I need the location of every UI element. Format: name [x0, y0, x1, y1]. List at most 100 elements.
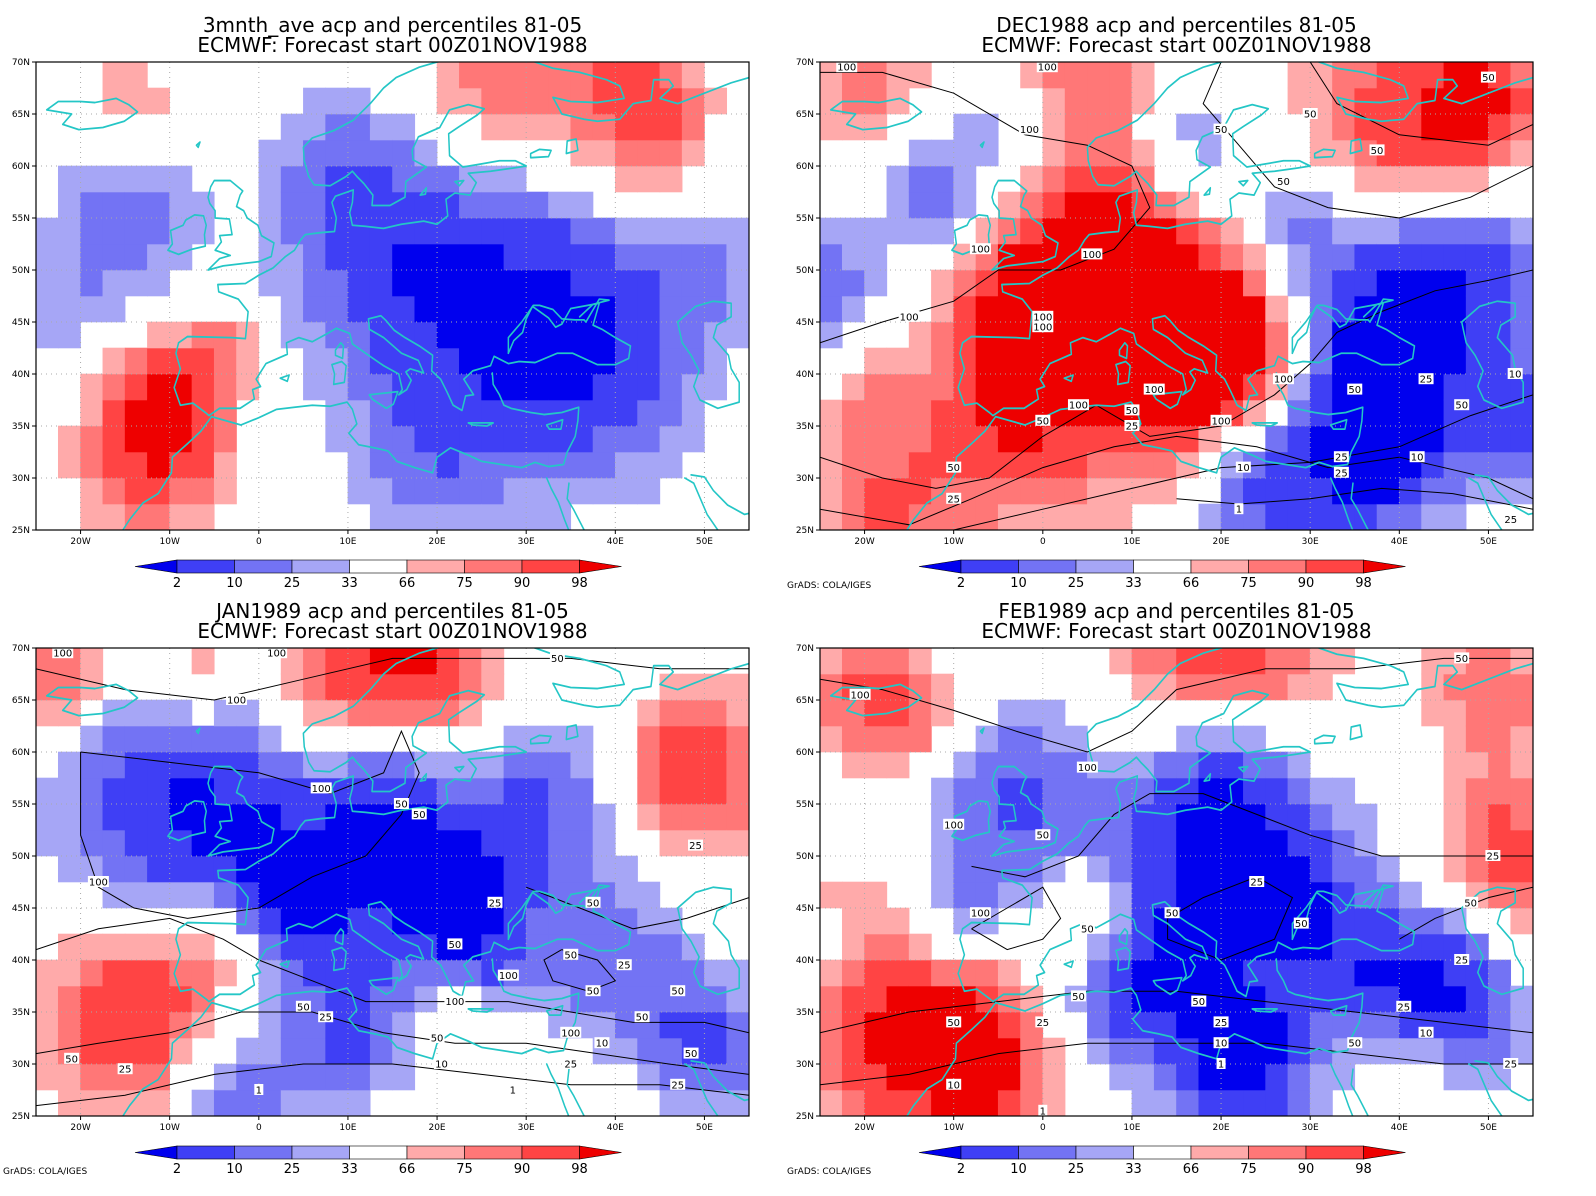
contour-label: 1: [1038, 1104, 1048, 1116]
contour-line: [526, 886, 749, 930]
x-tick-label: 40E: [1391, 537, 1408, 547]
contour-label: 100: [444, 995, 466, 1008]
graticule: [36, 62, 749, 530]
svg-text:100: 100: [1212, 416, 1231, 427]
svg-text:10: 10: [435, 1060, 448, 1071]
colorbar: 2 10 25 33 66 75 90 98: [918, 559, 1406, 591]
contour-label: 25: [1249, 876, 1265, 889]
contour-label: 50: [1454, 652, 1470, 665]
x-tick-label: 0: [256, 1123, 262, 1133]
contour-line: [36, 1063, 749, 1107]
contour-label: 25: [670, 1078, 686, 1091]
svg-text:100: 100: [971, 909, 990, 920]
axis-ticks: 20W 10W 0 10E 20E 30E 40E 50E 70N 65N 60N 55N 50N 45N…: [796, 644, 1498, 1133]
y-tick-label: 40N: [12, 370, 30, 380]
svg-text:25: 25: [564, 1060, 577, 1071]
contour-label: 50: [1191, 995, 1207, 1008]
svg-text:50: 50: [1166, 909, 1179, 920]
svg-text:50: 50: [1072, 992, 1085, 1003]
contour-label: 50: [634, 1011, 650, 1024]
svg-text:50: 50: [297, 1002, 310, 1013]
colorbar: 2 10 25 33 66 75 90 98: [918, 1145, 1406, 1177]
colorbar-segment: [1133, 559, 1192, 574]
colorbar-label: 10: [226, 1162, 243, 1177]
contour-label: 25: [616, 959, 632, 972]
map-frame: [35, 647, 750, 1117]
colorbar-segment: [521, 559, 580, 574]
grads-credit: GrADS: COLA/IGES: [3, 1167, 87, 1177]
contour-label: 100: [497, 969, 519, 982]
contour-line: [36, 1011, 749, 1075]
x-tick-label: 40E: [607, 1123, 624, 1133]
contour-label: 25: [1213, 1016, 1229, 1029]
colorbar-label: 66: [399, 1162, 416, 1177]
colorbar-label: 90: [514, 576, 531, 591]
contour-label: 25: [318, 1011, 334, 1024]
svg-text:50: 50: [1295, 919, 1308, 930]
svg-text:1: 1: [510, 1086, 516, 1097]
contour-label: 25: [1333, 466, 1349, 479]
axis-ticks: 20W 10W 0 10E 20E 30E 40E 50E 70N 65N 60N 55N 50N 45N…: [12, 58, 714, 547]
svg-text:50: 50: [947, 1018, 960, 1029]
colorbar-label: 75: [1240, 576, 1257, 591]
x-tick-label: 10E: [1123, 1123, 1140, 1133]
svg-text:25: 25: [1420, 375, 1433, 386]
contour-label: 50: [683, 1047, 699, 1060]
contour-label: 100: [226, 694, 248, 707]
grads-credit: GrADS: COLA/IGES: [787, 1167, 871, 1177]
colorbar-segment: [960, 559, 1019, 574]
y-tick-label: 60N: [12, 162, 30, 172]
svg-text:100: 100: [445, 997, 464, 1008]
svg-text:50: 50: [1036, 416, 1049, 427]
svg-text:10: 10: [596, 1039, 609, 1050]
svg-text:10: 10: [1237, 463, 1250, 474]
contour-line: [36, 917, 749, 1034]
contour-label: 50: [447, 938, 463, 951]
y-tick-label: 70N: [796, 644, 814, 654]
contour-label: 1: [1216, 1058, 1226, 1071]
contour-label: 100: [1076, 761, 1098, 774]
axis-ticks: 20W 10W 0 10E 20E 30E 40E 50E 70N 65N 60N 55N 50N 45N…: [796, 58, 1498, 547]
svg-text:100: 100: [851, 690, 870, 701]
svg-text:100: 100: [561, 1028, 580, 1039]
colorbar-label: 10: [226, 576, 243, 591]
colorbar-label: 66: [1183, 1162, 1200, 1177]
panel-title: FEB1989 acp and percentiles 81-05: [998, 599, 1354, 623]
contour-label: 100: [1081, 248, 1103, 261]
svg-text:50: 50: [685, 1049, 698, 1060]
contour-label: 25: [1485, 850, 1501, 863]
y-tick-label: 70N: [12, 644, 30, 654]
colorbar-label: 66: [399, 576, 416, 591]
x-tick-label: 20W: [70, 1123, 90, 1133]
colorbar-label: 25: [1068, 1162, 1085, 1177]
svg-text:50: 50: [551, 654, 564, 665]
contour-label: 50: [1275, 175, 1291, 188]
svg-text:100: 100: [1020, 125, 1039, 136]
y-tick-label: 60N: [12, 748, 30, 758]
panel-title: JAN1989 acp and percentiles 81-05: [214, 599, 569, 623]
svg-text:100: 100: [89, 878, 108, 889]
svg-text:50: 50: [1192, 997, 1205, 1008]
x-tick-label: 30E: [1302, 1123, 1319, 1133]
contour-label: 50: [549, 652, 565, 665]
contour-line: [1309, 62, 1533, 146]
y-tick-label: 60N: [796, 748, 814, 758]
colorbar-label: 25: [1068, 576, 1085, 591]
contour-line: [953, 394, 1533, 530]
contour-label: 100: [310, 782, 332, 795]
svg-text:50: 50: [587, 987, 600, 998]
svg-text:25: 25: [947, 494, 960, 505]
svg-text:25: 25: [1397, 1002, 1410, 1013]
y-tick-label: 70N: [796, 58, 814, 68]
contour-label: 100: [1143, 383, 1165, 396]
y-tick-label: 55N: [796, 800, 814, 810]
contour-label: 50: [1302, 108, 1318, 121]
colorbar-segment: [1018, 559, 1077, 574]
colorbar-segment: [234, 1145, 293, 1160]
x-tick-label: 10E: [1123, 537, 1140, 547]
contour-label: 1: [1234, 503, 1244, 516]
contour-label: 100: [836, 62, 858, 74]
contour-label: 10: [1409, 451, 1425, 464]
y-tick-label: 45N: [12, 904, 30, 914]
